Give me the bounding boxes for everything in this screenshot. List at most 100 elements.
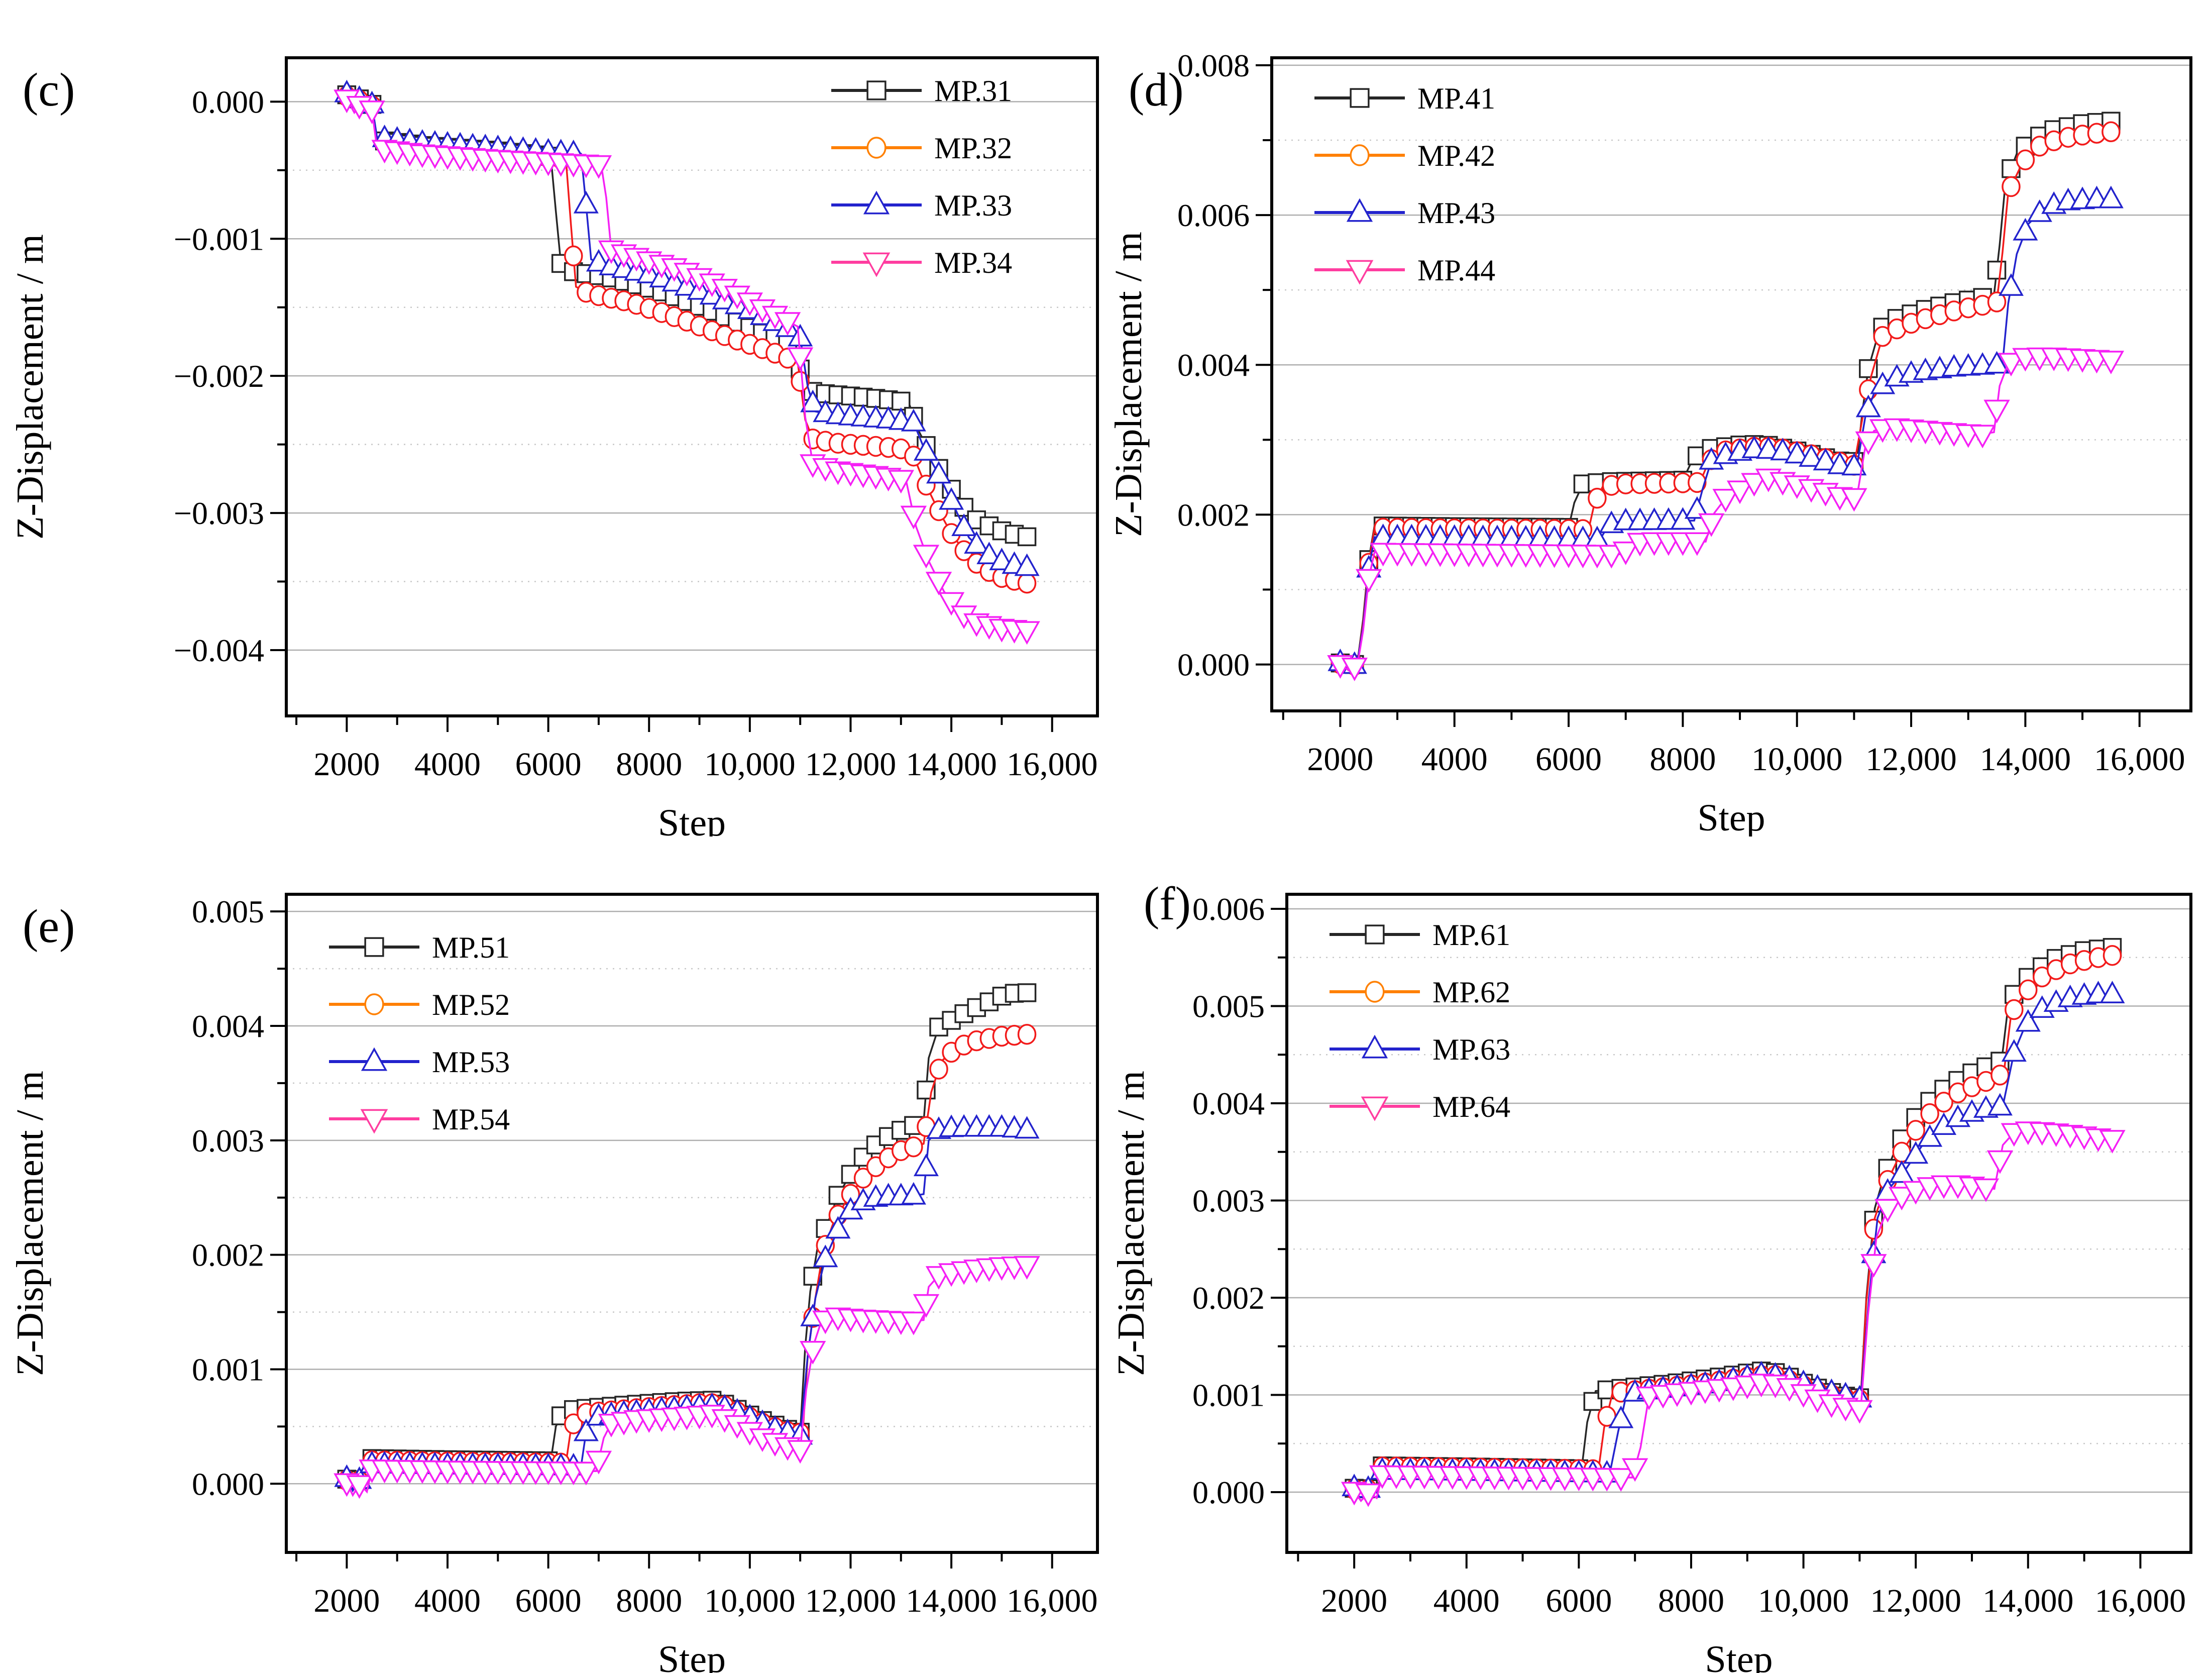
y-tick-label: 0.002 bbox=[1177, 497, 1250, 533]
y-tick-label: 0.006 bbox=[1192, 891, 1265, 927]
series-marker-MP.63 bbox=[1917, 1124, 1943, 1147]
legend-marker bbox=[866, 80, 887, 100]
gridlines bbox=[1287, 908, 2191, 1493]
series-marker-MP.62 bbox=[1906, 1120, 1925, 1141]
series-marker-MP.64 bbox=[1608, 1468, 1634, 1492]
series-marker-MP.54 bbox=[913, 1294, 940, 1318]
series-marker-MP.44 bbox=[1841, 488, 1867, 512]
legend-marker bbox=[1346, 198, 1373, 222]
legend-label: MP.54 bbox=[432, 1103, 510, 1136]
plot-border bbox=[1270, 56, 2192, 712]
series-marker-MP.34 bbox=[913, 545, 940, 569]
series-marker-MP.63 bbox=[1903, 1141, 1929, 1164]
legend-marker bbox=[360, 1109, 388, 1134]
series-marker-MP.62 bbox=[2005, 999, 2024, 1020]
series-marker-MP.62 bbox=[1934, 1091, 1953, 1113]
gridlines bbox=[286, 910, 1097, 1485]
x-tick-label: 12,000 bbox=[1865, 741, 1957, 778]
ticks bbox=[270, 910, 1053, 1569]
series-MP.43 bbox=[1328, 185, 2124, 674]
panel-f-container: 2000 4000 6000 8000 10,000 12,000 14,000 16,000… bbox=[1106, 836, 2212, 1673]
y-tick-label: 0.000 bbox=[192, 84, 264, 120]
series-marker-MP.63 bbox=[1608, 1405, 1634, 1428]
series-marker-MP.41 bbox=[1859, 359, 1878, 378]
series-marker-MP.32 bbox=[564, 245, 583, 267]
y-tick-label: −0.003 bbox=[174, 495, 264, 531]
series-marker-MP.52 bbox=[929, 1059, 948, 1080]
legend-item-MP.61: MP.61 bbox=[1330, 918, 1510, 952]
panel-c-container: 2000 4000 6000 8000 10,000 12,000 14,000 16,000… bbox=[0, 0, 1106, 836]
y-tick-label: 0.004 bbox=[192, 1008, 264, 1044]
series-group bbox=[1327, 112, 2125, 681]
series-MP.44 bbox=[1327, 347, 2125, 681]
x-axis-title: Step bbox=[658, 1638, 726, 1673]
y-tick-label: 0.004 bbox=[1192, 1086, 1265, 1121]
legend-item-MP.34: MP.34 bbox=[831, 246, 1012, 279]
series-marker-MP.33 bbox=[964, 531, 989, 554]
y-tick-label: 0.001 bbox=[192, 1351, 264, 1387]
legend-label: MP.32 bbox=[934, 132, 1012, 165]
plot-area bbox=[286, 894, 1097, 1552]
legend-label: MP.52 bbox=[432, 988, 510, 1021]
series-marker-MP.33 bbox=[976, 542, 1002, 565]
x-tick-label: 8000 bbox=[616, 746, 682, 783]
y-tick-label: 0.003 bbox=[1192, 1183, 1265, 1219]
series-marker-MP.34 bbox=[359, 100, 385, 125]
x-tick-label: 10,000 bbox=[1751, 741, 1843, 778]
y-tick-label: 0.005 bbox=[192, 894, 264, 929]
y-tick-labels: 0.000 0.001 0.002 0.003 0.004 0.005 0.006 bbox=[1192, 891, 1265, 1510]
series-marker-MP.33 bbox=[913, 438, 939, 461]
series-marker-MP.52 bbox=[853, 1168, 873, 1189]
x-axis-title: Step bbox=[1697, 797, 1765, 836]
series-marker-MP.32 bbox=[791, 371, 810, 392]
series-MP.64 bbox=[1341, 1121, 2126, 1507]
legend-item-MP.52: MP.52 bbox=[329, 988, 510, 1021]
series-marker-MP.44 bbox=[1969, 425, 1996, 449]
series-marker-MP.44 bbox=[2097, 351, 2125, 375]
legend-marker bbox=[1365, 981, 1385, 1003]
y-tick-label: 0.000 bbox=[1192, 1475, 1265, 1510]
series-marker-MP.33 bbox=[901, 408, 926, 432]
series-marker-MP.53 bbox=[573, 1418, 599, 1441]
series-marker-MP.62 bbox=[1920, 1103, 1939, 1124]
series-marker-MP.33 bbox=[1014, 553, 1040, 576]
series-marker-MP.53 bbox=[913, 1154, 939, 1177]
x-tick-label: 16,000 bbox=[2094, 741, 2185, 778]
series-marker-MP.64 bbox=[1846, 1400, 1873, 1424]
legend-marker bbox=[1361, 1034, 1388, 1059]
panel-tag: (c) bbox=[23, 64, 75, 116]
series-marker-MP.42 bbox=[2102, 121, 2121, 143]
x-tick-label: 16,000 bbox=[1007, 746, 1098, 783]
series-marker-MP.63 bbox=[2001, 1039, 2027, 1062]
y-tick-label: 0.001 bbox=[1192, 1378, 1265, 1413]
y-tick-label: −0.004 bbox=[174, 633, 264, 668]
legend-marker bbox=[1350, 144, 1370, 166]
series-marker-MP.52 bbox=[564, 1413, 583, 1434]
legend-label: MP.41 bbox=[1417, 82, 1495, 115]
x-tick-label: 10,000 bbox=[1758, 1583, 1849, 1619]
series-marker-MP.64 bbox=[1355, 1483, 1382, 1507]
series-marker-MP.63 bbox=[1889, 1160, 1915, 1183]
y-axis-title: Z-Displacement / m bbox=[9, 234, 51, 540]
legend-label: MP.62 bbox=[1432, 976, 1510, 1009]
series-marker-MP.42 bbox=[2016, 149, 2035, 170]
x-tick-label: 14,000 bbox=[906, 746, 997, 783]
legend-label: MP.63 bbox=[1432, 1033, 1510, 1066]
ticks bbox=[1256, 64, 2141, 727]
x-tick-label: 14,000 bbox=[906, 1583, 997, 1619]
y-axis-title: Z-Displacement / m bbox=[9, 1071, 51, 1376]
legend-item-MP.53: MP.53 bbox=[329, 1045, 510, 1079]
series-marker-MP.64 bbox=[2099, 1130, 2126, 1154]
y-tick-label: 0.006 bbox=[1177, 197, 1250, 233]
y-tick-label: −0.002 bbox=[174, 358, 264, 394]
x-tick-label: 12,000 bbox=[805, 1583, 897, 1619]
series-marker-MP.43 bbox=[1799, 444, 1824, 467]
series-marker-MP.42 bbox=[1588, 487, 1607, 509]
series-marker-MP.51 bbox=[1017, 983, 1037, 1002]
series-marker-MP.34 bbox=[925, 572, 952, 596]
x-tick-label: 14,000 bbox=[1982, 1583, 2074, 1619]
legend-label: MP.31 bbox=[934, 74, 1012, 108]
x-tick-label: 2000 bbox=[313, 746, 380, 783]
legend: MP.51 MP.52 MP.53 MP.54 bbox=[329, 931, 510, 1136]
series-marker-MP.44 bbox=[1598, 545, 1625, 569]
